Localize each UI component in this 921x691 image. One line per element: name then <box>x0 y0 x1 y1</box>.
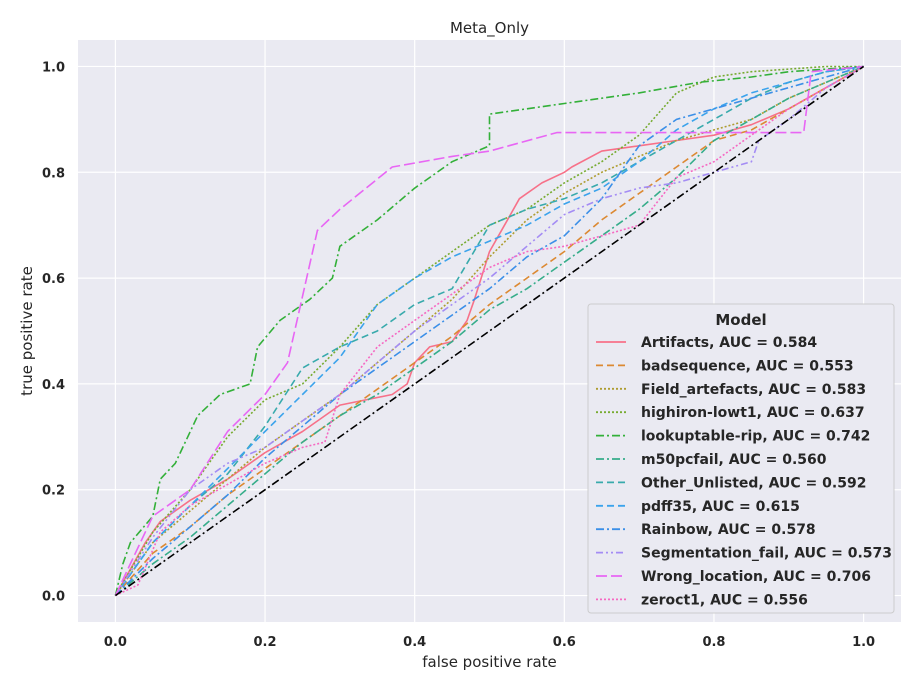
y-tick-label: 0.2 <box>42 484 65 499</box>
x-tick-label: 0.8 <box>702 635 725 650</box>
legend-box <box>587 303 895 614</box>
legend-label: Rainbow, AUC = 0.578 <box>641 522 816 538</box>
y-tick-label: 1.0 <box>42 60 65 75</box>
legend-label: m50pcfail, AUC = 0.560 <box>641 452 827 468</box>
tick-labels: 0.0 0.2 0.4 0.6 0.8 1.0 0.0 0.2 0.4 0.6 0.8 1.0 <box>42 60 875 650</box>
series-line-4 <box>114 65 864 596</box>
legend-label: Wrong_location, AUC = 0.706 <box>641 569 871 585</box>
legend-title: Model <box>715 311 766 329</box>
x-tick-label: 0.0 <box>104 635 127 650</box>
legend-label: Field_artefacts, AUC = 0.583 <box>641 382 866 398</box>
chart-title: Meta_Only <box>450 19 529 38</box>
legend-label: zeroct1, AUC = 0.556 <box>641 592 808 608</box>
y-tick-label: 0.4 <box>42 378 65 393</box>
legend-label: lookuptable-rip, AUC = 0.742 <box>641 429 870 445</box>
series-line-9 <box>114 65 864 596</box>
y-tick-label: 0.6 <box>42 272 65 287</box>
chance-diagonal-line <box>114 65 865 597</box>
y-tick-label: 0.0 <box>42 590 65 605</box>
series-line-11 <box>115 65 864 597</box>
series-line-0 <box>114 65 864 596</box>
series-line-10 <box>114 65 864 596</box>
x-tick-label: 0.6 <box>553 635 576 650</box>
x-axis-label: false positive rate <box>422 653 557 671</box>
legend-label: badsequence, AUC = 0.553 <box>641 358 854 374</box>
legend: Model Artifacts, AUC = 0.584 badsequence,… <box>587 303 895 614</box>
x-tick-label: 0.2 <box>254 635 277 650</box>
legend-label: Other_Unlisted, AUC = 0.592 <box>641 475 866 491</box>
series-line-7 <box>114 65 864 596</box>
legend-label: Segmentation_fail, AUC = 0.573 <box>641 546 892 562</box>
x-tick-label: 1.0 <box>852 635 875 650</box>
series-line-6 <box>114 65 864 596</box>
series-line-5 <box>114 65 864 597</box>
x-tick-label: 0.4 <box>403 635 426 650</box>
series-line-3 <box>114 65 864 596</box>
series-line-1 <box>114 65 864 597</box>
y-tick-label: 0.8 <box>42 166 65 181</box>
legend-label: highiron-lowt1, AUC = 0.637 <box>641 405 865 421</box>
series-line-8 <box>114 65 864 597</box>
roc-curves <box>114 65 865 597</box>
legend-items: Artifacts, AUC = 0.584 badsequence, AUC =… <box>596 335 892 608</box>
y-axis-label: true positive rate <box>18 266 36 396</box>
legend-label: Artifacts, AUC = 0.584 <box>641 335 817 351</box>
legend-label: pdff35, AUC = 0.615 <box>641 499 800 515</box>
